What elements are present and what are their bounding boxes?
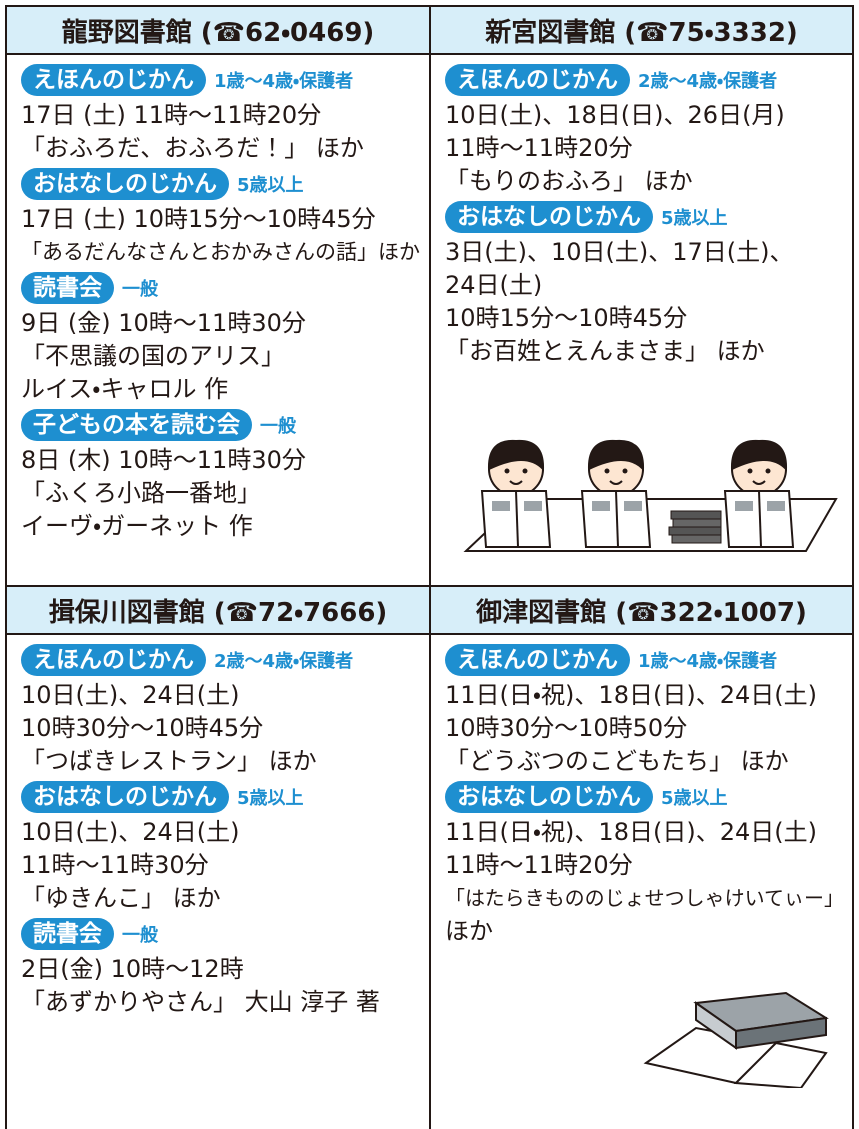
event-detail: 「ゆきんこ」 ほか — [21, 884, 221, 912]
event-label: えほんのじかん — [21, 64, 206, 96]
event-label: えほんのじかん — [445, 64, 630, 96]
event-audience: 5歳以上 — [661, 788, 728, 809]
event-label: おはなしのじかん — [21, 168, 229, 200]
event-label: 読書会 — [21, 918, 114, 950]
library-header: 新宮図書館 (☎75・3332) — [429, 5, 854, 55]
event-header: おはなしのじかん 5歳以上 — [445, 198, 842, 236]
event-detail: 「もりのおふろ」 ほか — [445, 167, 693, 195]
event-audience: 5歳以上 — [661, 208, 728, 229]
event-label: えほんのじかん — [445, 644, 630, 676]
event-audience: 一般 — [122, 279, 158, 300]
event-detail: 24日(土) — [445, 271, 543, 299]
event-header: えほんのじかん 1歳～4歳・保護者 — [21, 61, 419, 99]
event-detail: 「どうぶつのこどもたち」 ほか — [445, 747, 789, 775]
event-detail: 17日 (土) 10時15分～10時45分 — [21, 205, 376, 233]
event-detail: 8日 (木) 10時～11時30分 — [21, 446, 306, 474]
event-detail: 3日(土)、10日(土)、17日(土)、 — [445, 238, 794, 266]
event-label: おはなしのじかん — [21, 781, 229, 813]
library-body: えほんのじかん 1歳～4歳・保護者 17日 (土) 11時～11時20分「おふろだ、… — [5, 53, 431, 587]
event-audience: 2歳～4歳・保護者 — [214, 651, 354, 672]
event-header: えほんのじかん 1歳～4歳・保護者 — [445, 641, 842, 679]
page: {"libraries": [ {"header": "龍野図書館 (☎62・0… — [5, 5, 854, 1129]
event-label: おはなしのじかん — [445, 201, 653, 233]
event-audience: 1歳～4歳・保護者 — [638, 651, 778, 672]
event-audience: 一般 — [260, 416, 296, 437]
event-header: えほんのじかん 2歳～4歳・保護者 — [445, 61, 842, 99]
event-detail: 「ふくろ小路一番地」 — [21, 479, 261, 507]
event-audience: 一般 — [122, 925, 158, 946]
event-detail: 「お百姓とえんまさま」 ほか — [445, 337, 765, 365]
event-label: おはなしのじかん — [445, 781, 653, 813]
library-header: 揖保川図書館 (☎72・7666) — [5, 585, 431, 635]
event-detail: 2日(金) 10時～12時 — [21, 955, 244, 983]
event-detail: 17日 (土) 11時～11時20分 — [21, 101, 322, 129]
event-detail: 「はたらきもののじょせつしゃけいてぃー」 — [445, 886, 844, 910]
event-audience: 1歳～4歳・保護者 — [214, 71, 354, 92]
event-header: 読書会 一般 — [21, 269, 419, 307]
event-label: えほんのじかん — [21, 644, 206, 676]
event-detail: 11時～11時20分 — [445, 134, 633, 162]
event-detail: 11時～11時30分 — [21, 851, 209, 879]
event-detail: 10日(土)、24日(土) — [21, 681, 240, 709]
event-label: 子どもの本を読む会 — [21, 409, 252, 441]
event-detail: 11時～11時20分 — [445, 851, 633, 879]
event-header: 読書会 一般 — [21, 915, 419, 953]
event-header: おはなしのじかん 5歳以上 — [445, 778, 842, 816]
event-detail: ルイス・キャロル 作 — [21, 375, 229, 403]
event-header: おはなしのじかん 5歳以上 — [21, 165, 419, 203]
event-header: おはなしのじかん 5歳以上 — [21, 778, 419, 816]
event-detail: 9日 (金) 10時～11時30分 — [21, 309, 306, 337]
event-audience: 5歳以上 — [237, 788, 304, 809]
event-detail: 10時30分～10時45分 — [21, 714, 264, 742]
event-detail: 「あずかりやさん」 大山 淳子 著 — [21, 988, 380, 1016]
event-detail: 11日(日・祝)、18日(日)、24日(土) — [445, 681, 817, 709]
library-header: 龍野図書館 (☎62・0469) — [5, 5, 431, 55]
event-detail: 「あるだんなさんとおかみさんの話」ほか — [21, 240, 420, 264]
event-detail: 「不思議の国のアリス」 — [21, 342, 285, 370]
library-body: えほんのじかん 2歳～4歳・保護者 10日(土)、24日(土) 10時30分～10時4… — [5, 633, 431, 1129]
event-audience: 2歳～4歳・保護者 — [638, 71, 778, 92]
event-detail: 10日(土)、18日(日)、26日(月) — [445, 101, 785, 129]
event-audience: 5歳以上 — [237, 175, 304, 196]
event-detail: 10時30分～10時50分 — [445, 714, 688, 742]
event-detail: イーヴ・ガーネット 作 — [21, 512, 253, 540]
event-detail: 10日(土)、24日(土) — [21, 818, 240, 846]
event-header: えほんのじかん 2歳～4歳・保護者 — [21, 641, 419, 679]
event-label: 読書会 — [21, 272, 114, 304]
event-detail: 「おふろだ、おふろだ！」 ほか — [21, 134, 364, 162]
event-detail: ほか — [445, 917, 493, 945]
illustration — [643, 991, 829, 1088]
library-header: 御津図書館 (☎322・1007) — [429, 585, 854, 635]
library-body: えほんのじかん 1歳～4歳・保護者 11日(日・祝)、18日(日)、24日(土) 10… — [429, 633, 854, 1129]
illustration — [463, 439, 838, 552]
event-detail: 「つばきレストラン」 ほか — [21, 747, 317, 775]
schedule-table: 龍野図書館 (☎62・0469) えほんのじかん 1歳～4歳・保護者 17日 (土) … — [5, 5, 854, 1129]
event-detail: 10時15分～10時45分 — [445, 304, 688, 332]
event-detail: 11日(日・祝)、18日(日)、24日(土) — [445, 818, 817, 846]
library-body: えほんのじかん 2歳～4歳・保護者 10日(土)、18日(日)、26日(月) 11時～… — [429, 53, 854, 587]
event-header: 子どもの本を読む会 一般 — [21, 406, 419, 444]
